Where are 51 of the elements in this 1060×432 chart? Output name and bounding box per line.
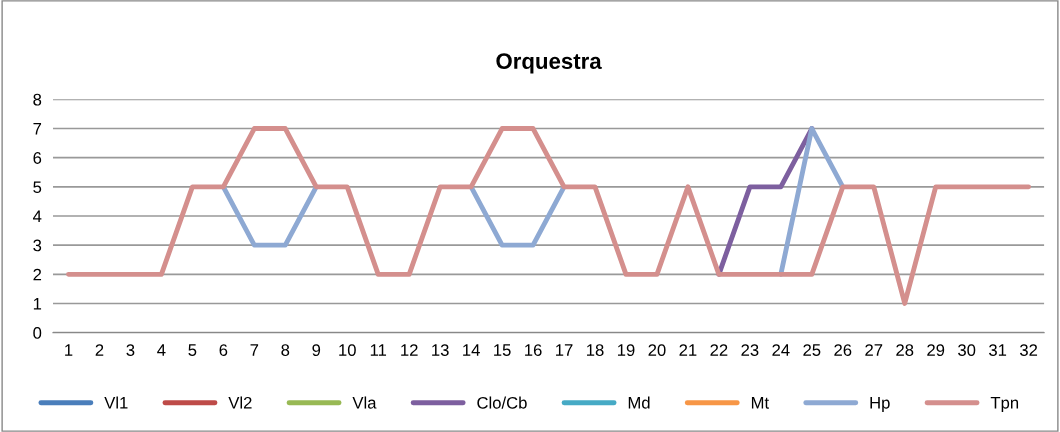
y-tick-label: 1 — [33, 298, 42, 310]
x-tick-label: 16 — [525, 344, 542, 356]
y-tick-label: 8 — [33, 93, 42, 106]
x-tick-label: 6 — [219, 344, 228, 356]
legend-label: Tpn — [990, 397, 1019, 412]
x-tick-label: 14 — [463, 344, 480, 356]
y-tick-label: 3 — [33, 239, 42, 252]
x-tick-label: 19 — [617, 344, 635, 356]
x-tick-label: 4 — [157, 344, 166, 356]
y-tick-label: 0 — [33, 327, 42, 339]
x-tick-label: 15 — [494, 344, 511, 356]
x-tick-label: 5 — [188, 344, 197, 356]
x-tick-label: 12 — [401, 344, 418, 356]
x-tick-label: 10 — [339, 344, 356, 356]
y-tick-label: 6 — [33, 152, 42, 164]
y-tick-label: 5 — [33, 181, 42, 194]
legend-label: Md — [628, 396, 650, 409]
x-tick-label: 7 — [250, 344, 259, 356]
x-tick-label: 27 — [865, 344, 883, 356]
legend-label: Hp — [870, 397, 890, 412]
legend-label: Vl1 — [104, 396, 128, 409]
x-tick-label: 1 — [65, 344, 73, 356]
legend-label: Mt — [751, 397, 769, 409]
x-tick-label: 13 — [432, 344, 449, 356]
x-tick-label: 9 — [312, 344, 321, 356]
legend-label: Vl2 — [228, 396, 252, 409]
x-tick-label: 24 — [772, 344, 790, 356]
x-tick-label: 11 — [370, 344, 387, 356]
line-series — [66, 126, 1032, 306]
x-tick-label: 28 — [896, 344, 914, 356]
x-tick-label: 22 — [710, 344, 728, 356]
x-tick-label: 20 — [648, 344, 666, 356]
x-tick-label: 3 — [126, 344, 135, 356]
x-tick-label: 17 — [556, 344, 573, 356]
legend-label: Clo/Cb — [477, 396, 527, 409]
x-tick-label: 21 — [679, 344, 697, 356]
legend-label: Vla — [352, 396, 377, 409]
x-tick-label: 23 — [741, 344, 759, 356]
x-tick-label: 26 — [834, 344, 852, 356]
x-tick-label: 29 — [927, 344, 945, 356]
x-tick-label: 25 — [803, 344, 821, 356]
x-tick-label: 18 — [587, 344, 604, 356]
x-tick-label: 30 — [958, 344, 976, 356]
x-tick-label: 32 — [1019, 344, 1038, 356]
y-tick-label: 7 — [33, 123, 42, 135]
x-tick-label: 8 — [281, 344, 290, 356]
y-tick-label: 2 — [33, 268, 42, 281]
x-tick-label: 2 — [95, 344, 104, 356]
x-tick-label: 31 — [989, 344, 1007, 356]
y-tick-label: 4 — [33, 210, 42, 223]
chart-title: Orquestra — [496, 53, 602, 74]
